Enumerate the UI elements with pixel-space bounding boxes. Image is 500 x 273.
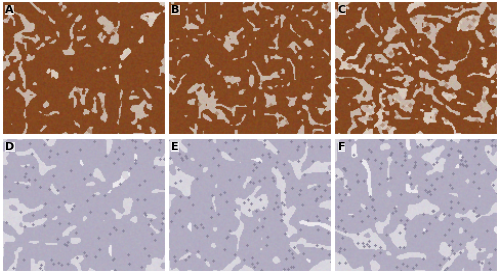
- Text: D: D: [6, 141, 15, 152]
- Text: B: B: [172, 5, 180, 15]
- Text: E: E: [172, 141, 179, 152]
- Text: F: F: [338, 141, 345, 152]
- Text: C: C: [338, 5, 345, 15]
- Text: A: A: [6, 5, 14, 15]
